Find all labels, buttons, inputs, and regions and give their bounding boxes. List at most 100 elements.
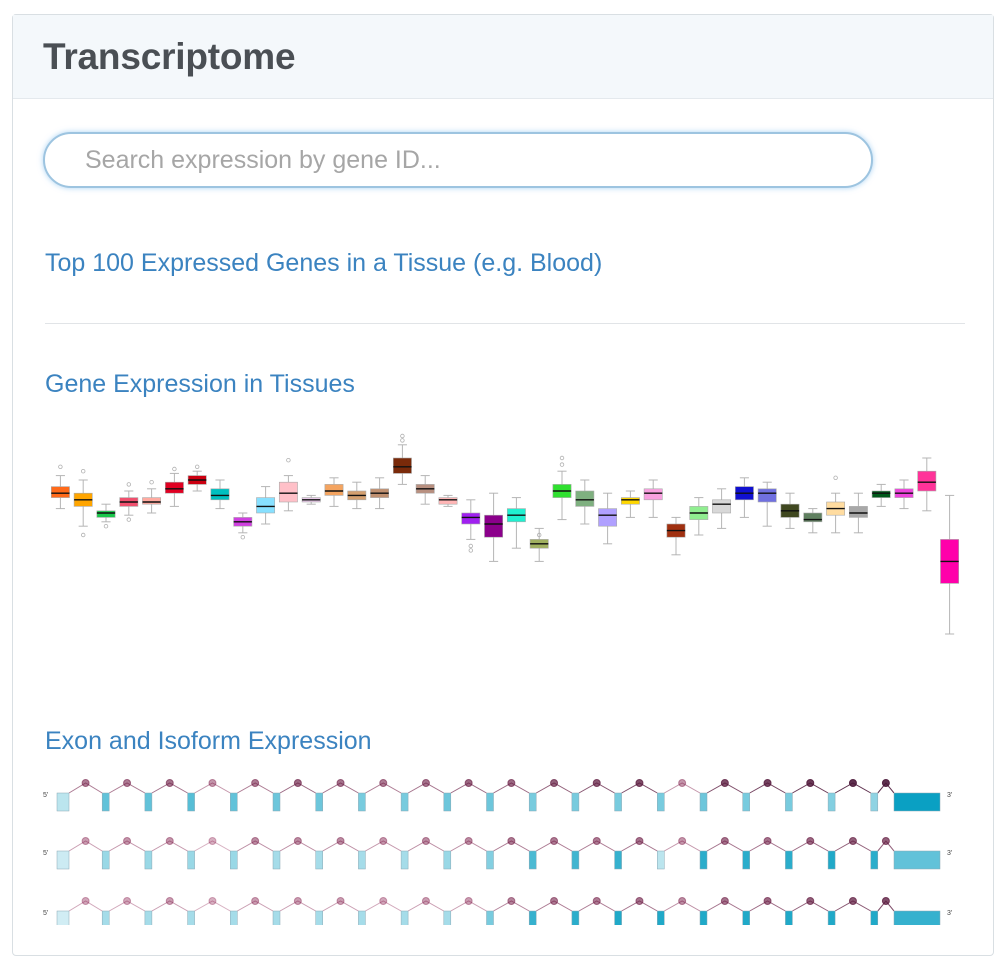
- boxplot-series-32: [757, 481, 777, 527]
- exon-block: [528, 850, 537, 870]
- box: [620, 497, 640, 505]
- box: [278, 481, 298, 503]
- junction-link: [237, 900, 274, 912]
- junction-link: [194, 900, 231, 912]
- boxplot-series-16: [392, 433, 412, 485]
- boxplot-series-19: [461, 499, 481, 553]
- outlier-point: [833, 475, 838, 480]
- exon-isoform-chart[interactable]: 5' 3' 5' 3' 5' 3': [37, 755, 957, 925]
- boxplot-series-25: [598, 492, 618, 545]
- junction-link: [450, 900, 487, 912]
- junction-node: [81, 779, 90, 787]
- boxplot-series-14: [347, 481, 367, 510]
- exon-block: [699, 910, 708, 925]
- outlier-point: [468, 548, 473, 553]
- junction-node: [635, 779, 644, 787]
- exon-block: [785, 910, 793, 925]
- top-expressed-genes-link[interactable]: Top 100 Expressed Genes in a Tissue (e.g…: [45, 249, 603, 277]
- exon-block: [742, 792, 750, 812]
- boxplot-series-35: [826, 475, 846, 534]
- exon-block: [144, 910, 153, 925]
- exon-block: [657, 792, 665, 812]
- gene-expression-boxplot[interactable]: [33, 410, 973, 640]
- box: [757, 488, 777, 503]
- junction-node: [763, 837, 772, 845]
- outlier-point: [81, 532, 86, 538]
- box: [256, 497, 276, 514]
- box: [803, 512, 823, 523]
- exon-block: [358, 910, 366, 925]
- box: [712, 499, 732, 514]
- junction-node: [379, 897, 388, 905]
- exon-block: [571, 910, 580, 925]
- box: [438, 497, 458, 505]
- boxplot-series-15: [370, 477, 390, 510]
- outlier-point: [126, 517, 131, 522]
- gene-expression-link[interactable]: Gene Expression in Tissues: [45, 370, 355, 398]
- exon-block: [699, 850, 708, 870]
- junction-node: [336, 897, 345, 905]
- panel-title: Transcriptome: [43, 35, 296, 77]
- boxplot-series-4: [119, 482, 139, 522]
- boxplot-series-26: [620, 490, 640, 518]
- junction-node: [208, 779, 217, 787]
- junction-node: [507, 779, 516, 787]
- junction-node: [507, 897, 516, 905]
- box: [575, 490, 595, 507]
- junction-node: [507, 837, 516, 845]
- boxplot-series-8: [210, 479, 230, 510]
- exon-block: [827, 792, 836, 812]
- boxplot-series-10: [256, 486, 276, 525]
- boxplot-series-24: [575, 479, 595, 525]
- junction-node: [293, 897, 302, 905]
- junction-node: [881, 897, 890, 905]
- exon-block: [785, 850, 793, 870]
- exon-block: [742, 910, 750, 925]
- junction-node: [720, 779, 729, 787]
- exon-isoform-link[interactable]: Exon and Isoform Expression: [45, 727, 372, 755]
- three-prime-label: 3': [947, 850, 952, 857]
- junction-link: [322, 900, 359, 912]
- junction-node: [720, 837, 729, 845]
- exon-block: [827, 910, 836, 925]
- exon-block: [144, 792, 153, 812]
- boxplot-series-36: [848, 492, 868, 534]
- junction-node: [720, 897, 729, 905]
- outlier-point: [468, 543, 473, 549]
- outlier-point: [559, 462, 565, 467]
- junction-link: [407, 900, 445, 912]
- five-prime-label: 5': [43, 850, 48, 857]
- box: [643, 488, 663, 501]
- junction-node: [635, 837, 644, 845]
- junction-node: [592, 897, 601, 905]
- boxplot-series-39: [917, 457, 937, 512]
- junction-node: [550, 897, 559, 905]
- exon-block: [101, 910, 110, 925]
- transcriptome-panel: Transcriptome Top 100 Expressed Genes in…: [12, 14, 994, 956]
- boxplot-series-13: [324, 477, 344, 507]
- junction-node: [806, 837, 815, 845]
- junction-node: [251, 837, 260, 845]
- junction-node: [379, 779, 388, 787]
- boxplot-series-18: [438, 494, 458, 507]
- box: [96, 510, 116, 518]
- junction-node: [123, 837, 132, 845]
- exon-block: [699, 792, 708, 812]
- outlier-point: [81, 469, 86, 474]
- boxplot-series-37: [871, 483, 891, 507]
- exon-block: [870, 850, 879, 870]
- exon-block: [893, 910, 941, 925]
- outlier-point: [400, 433, 405, 439]
- box: [142, 497, 162, 505]
- junction-node: [165, 897, 174, 905]
- junction-node: [763, 779, 772, 787]
- box: [50, 486, 70, 498]
- exon-block: [272, 850, 281, 870]
- gene-search-input[interactable]: [45, 134, 871, 186]
- exon-block: [101, 792, 110, 812]
- search-box: [43, 132, 873, 188]
- exon-block: [315, 792, 323, 812]
- exon-block: [528, 910, 537, 925]
- junction-link: [68, 900, 103, 912]
- outlier-point: [240, 534, 245, 540]
